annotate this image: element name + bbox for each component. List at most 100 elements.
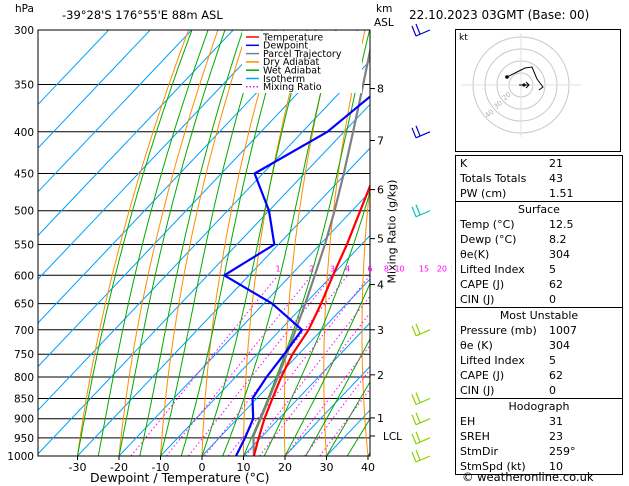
wind-barb-flag: [415, 431, 421, 443]
mixing-ratio-tick-label: 8: [384, 264, 389, 273]
hodograph-stat-value: 259°: [549, 445, 576, 458]
plot-frame: [37, 29, 371, 457]
isotherm-line: [410, 30, 453, 456]
isotherm-line: [160, 234, 370, 456]
hodograph-ring-label: 40: [483, 108, 495, 120]
wet-adiabat-line: [326, 380, 370, 456]
surface-value: 12.5: [549, 218, 574, 231]
isotherm-line: [77, 147, 370, 456]
storm-motion-arrow: [519, 81, 530, 89]
temperature-line: [252, 183, 370, 456]
pressure-tick-label: 400: [14, 127, 34, 139]
wind-barb-staff: [415, 131, 431, 139]
hodograph-stat-row: StmDir 259°: [456, 444, 622, 459]
mixing-ratio-axis-title: Mixing Ratio (g/kg): [385, 179, 399, 284]
mixing-ratio-line: [166, 274, 312, 456]
most-unstable-value: 304: [549, 339, 570, 352]
wet-adiabat-line: [201, 30, 309, 456]
pressure-tick-label: 450: [14, 168, 34, 180]
hodograph-stat-key: StmSpd (kt): [460, 460, 526, 473]
dry-adiabat-line: [435, 30, 452, 456]
most-unstable-key: CIN (J): [460, 384, 495, 397]
most-unstable-value: 62: [549, 369, 563, 382]
hodograph-ring-label: 30: [492, 99, 504, 111]
mixing-ratio-tick-label: 3: [330, 264, 335, 273]
location-label: -39°28'S 176°55'E 88m ASL: [62, 8, 223, 22]
isotherm-line: [243, 322, 370, 456]
wind-barb-flag: [411, 433, 417, 445]
pressure-tick-label: 300: [14, 25, 34, 37]
height-tick-label: 2: [377, 369, 384, 382]
dry-adiabat-line: [361, 180, 370, 456]
mixing-ratio-tick-label: 2: [309, 264, 314, 273]
x-tick-label: 40: [361, 461, 375, 474]
datetime-label: 22.10.2023 03GMT (Base: 00): [409, 8, 590, 22]
hodograph-stat-row: StmSpd (kt) 10: [456, 459, 622, 474]
pressure-tick-label: 500: [14, 206, 34, 218]
pressure-tick-label: 600: [14, 270, 34, 282]
x-tick-label: -20: [110, 461, 128, 474]
x-tick-label: 30: [320, 461, 334, 474]
isotherm-line: [38, 103, 370, 455]
parcel-trajectory-line: [252, 45, 370, 456]
wind-barb-flag: [411, 206, 417, 217]
wind-barb-flag: [411, 25, 417, 37]
legend-label: Wet Adiabat: [263, 66, 321, 77]
x-tick-label: 0: [199, 461, 206, 474]
surface-title: Surface: [518, 203, 560, 216]
legend-label: Temperature: [262, 32, 323, 43]
wet-adiabat-line: [284, 282, 370, 456]
most-unstable-key: Pressure (mb): [460, 324, 537, 337]
wind-barb-flag: [415, 125, 421, 137]
legend-label: Dry Adiabat: [263, 57, 320, 68]
wind-barb-flag: [411, 394, 417, 405]
index-row: PW (cm) 1.51: [456, 186, 622, 201]
most-unstable-key: CAPE (J): [460, 369, 505, 382]
surface-key: Temp (°C): [460, 218, 515, 231]
hodograph-table-title: Hodograph: [508, 400, 570, 413]
hodograph-stat-value: 23: [549, 430, 563, 443]
wet-adiabat-line: [77, 30, 193, 456]
surface-key: θe(K): [460, 248, 490, 261]
wind-barb-flag: [415, 204, 421, 215]
wind-barb-flag: [411, 127, 417, 139]
hodograph-stat-key: StmDir: [460, 445, 499, 458]
height-tick-label: 5: [377, 233, 384, 246]
legend-box: [242, 31, 362, 93]
index-value: 43: [549, 172, 563, 185]
most-unstable-row: Lifted Index 5: [456, 353, 622, 368]
pressure-tick-label: 750: [14, 349, 34, 361]
hodograph-ring-label: 20: [501, 90, 513, 102]
dry-adiabat-line: [77, 30, 189, 456]
wet-adiabat-line: [139, 30, 244, 456]
height-tick-label: 8: [377, 83, 384, 96]
wind-barb-staff: [415, 29, 431, 37]
surface-row: Lifted Index 5: [456, 262, 622, 277]
most-unstable-key: Lifted Index: [460, 354, 525, 367]
dry-adiabat-line: [118, 30, 219, 456]
legend-label: Mixing Ratio: [263, 82, 322, 93]
dewpoint-line: [223, 95, 370, 456]
wind-barb-flag: [415, 323, 421, 335]
pressure-tick-label: 950: [14, 433, 34, 445]
copyright-label: © weatheronline.co.uk: [462, 470, 594, 484]
pressure-tick-label: 850: [14, 393, 34, 405]
hodograph-stat-key: SREH: [460, 430, 490, 443]
wind-barb-flag: [415, 449, 421, 461]
index-key: PW (cm): [460, 187, 507, 200]
wind-barb-staff: [415, 397, 431, 406]
isotherm-line: [38, 30, 276, 280]
surface-key: CIN (J): [460, 293, 495, 306]
isotherm-line: [38, 30, 151, 149]
height-tick-label: 4: [377, 279, 384, 292]
height-tick-label: 3: [377, 324, 384, 337]
wind-barb-flag: [411, 451, 417, 463]
wind-barb-staff: [415, 418, 431, 426]
x-tick-label: 10: [237, 461, 251, 474]
index-value: 21: [549, 157, 563, 170]
hodograph-unit-label: kt: [459, 33, 468, 43]
pressure-unit-label: hPa: [15, 3, 34, 15]
most-unstable-key: θe (K): [460, 339, 493, 352]
x-tick-label: -30: [69, 461, 87, 474]
index-row: K 21: [456, 156, 622, 171]
